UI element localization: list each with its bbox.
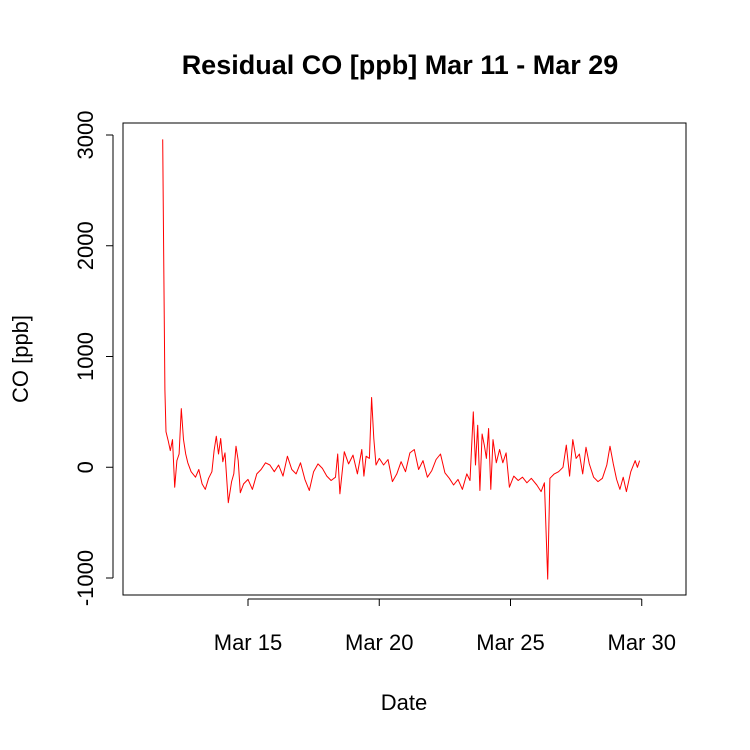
x-tick-label: Mar 15 [214, 630, 282, 655]
y-axis-label: CO [ppb] [8, 315, 33, 403]
y-tick-label: 2000 [73, 221, 98, 270]
y-tick-label: 1000 [73, 332, 98, 381]
x-tick-label: Mar 30 [608, 630, 676, 655]
x-tick-label: Mar 25 [476, 630, 544, 655]
series-layer [162, 139, 641, 580]
y-tick-label: 0 [73, 461, 98, 473]
plot-frame [122, 122, 687, 596]
series-line [162, 139, 641, 580]
x-axis-label: Date [381, 690, 427, 715]
y-tick-label: -1000 [73, 550, 98, 606]
y-axis: -1000 0 1000 2000 3000 [73, 111, 114, 606]
y-tick-label: 3000 [73, 111, 98, 160]
x-axis: Mar 15 Mar 20 Mar 25 Mar 30 [214, 598, 676, 655]
chart-title: Residual CO [ppb] Mar 11 - Mar 29 [182, 50, 619, 80]
x-tick-label: Mar 20 [345, 630, 413, 655]
